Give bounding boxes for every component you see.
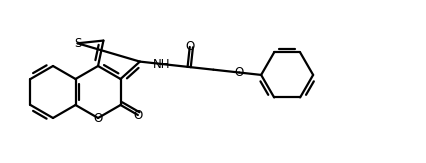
Text: S: S — [74, 37, 81, 50]
Text: NH: NH — [153, 58, 170, 71]
Text: O: O — [93, 111, 103, 125]
Text: O: O — [185, 40, 194, 53]
Text: O: O — [235, 66, 244, 79]
Text: O: O — [133, 109, 142, 121]
